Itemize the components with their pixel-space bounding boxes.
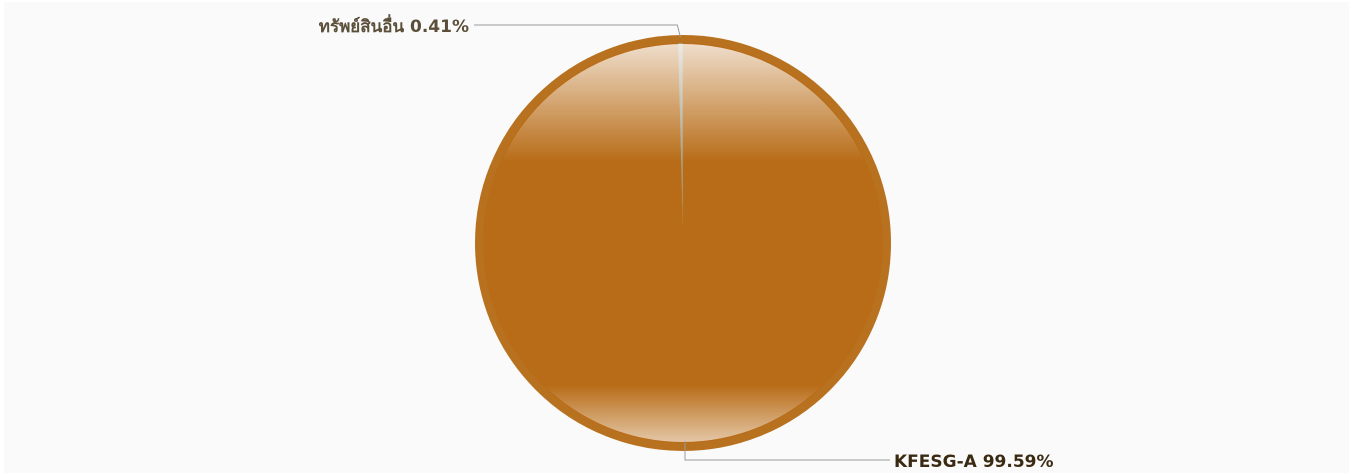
leader-line	[474, 24, 681, 38]
leader-line	[684, 441, 890, 461]
slice-label: KFESG-A 99.59%	[894, 452, 1054, 472]
pie-rim	[475, 35, 891, 451]
slice-label: ทรัพย์สินอื่น 0.41%	[319, 14, 469, 37]
